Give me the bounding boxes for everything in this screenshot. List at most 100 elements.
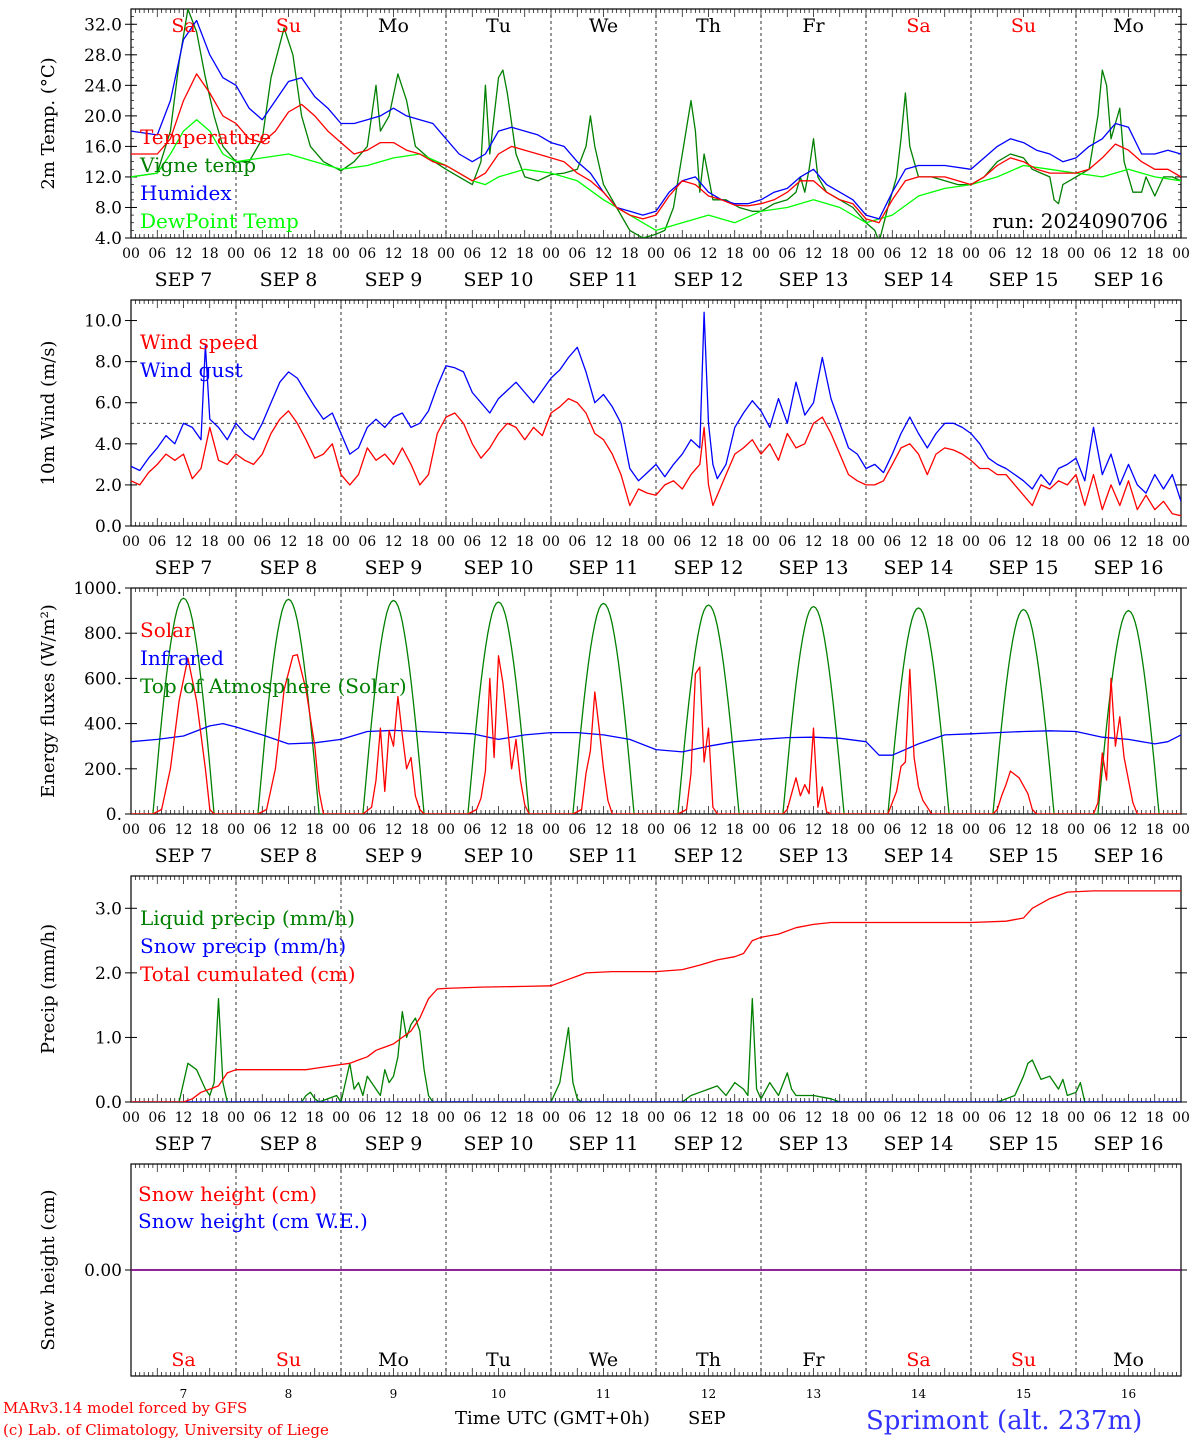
hour-tick-label: 18 <box>201 534 219 550</box>
hour-tick-label: 12 <box>175 822 193 838</box>
legend-entry: Wind gust <box>140 358 243 382</box>
day-name-label: Mo <box>1113 15 1144 37</box>
hour-tick-label: 00 <box>1172 534 1190 550</box>
hour-tick-label: 12 <box>175 534 193 550</box>
hour-tick-label: 06 <box>568 822 586 838</box>
hour-tick-label: 06 <box>148 822 166 838</box>
hour-tick-label: 12 <box>700 534 718 550</box>
hour-tick-label: 18 <box>411 534 429 550</box>
y-tick-label: 28.0 <box>84 46 122 66</box>
hour-tick-label: 00 <box>332 534 350 550</box>
hour-tick-label: 12 <box>595 534 613 550</box>
hour-tick-label: 00 <box>857 1110 875 1126</box>
hour-tick-label: 00 <box>647 1110 665 1126</box>
hour-tick-label: 18 <box>621 822 639 838</box>
date-label: SEP 15 <box>989 1133 1059 1155</box>
day-name-label: Su <box>276 15 301 37</box>
hour-tick-label: 18 <box>1041 246 1059 262</box>
hour-tick-label: 06 <box>253 534 271 550</box>
y-tick-label: 1.0 <box>95 1028 122 1048</box>
hour-tick-label: 06 <box>253 822 271 838</box>
date-label: SEP 14 <box>884 1133 954 1155</box>
hour-tick-label: 00 <box>1172 1110 1190 1126</box>
hour-tick-label: 18 <box>831 534 849 550</box>
day-number-label: 14 <box>911 1387 927 1401</box>
hour-tick-label: 18 <box>726 534 744 550</box>
hour-tick-label: 06 <box>988 246 1006 262</box>
date-label: SEP 16 <box>1094 269 1164 291</box>
date-label: SEP 14 <box>884 269 954 291</box>
hour-tick-label: 00 <box>542 1110 560 1126</box>
date-label: SEP 16 <box>1094 845 1164 867</box>
day-name-label: Fr <box>802 15 825 37</box>
hour-tick-label: 06 <box>358 822 376 838</box>
hour-tick-label: 12 <box>1015 1110 1033 1126</box>
hour-tick-label: 12 <box>595 822 613 838</box>
hour-tick-label: 18 <box>306 246 324 262</box>
series-wind-gust <box>131 311 1181 502</box>
date-label: SEP 9 <box>365 845 423 867</box>
hour-tick-label: 12 <box>280 822 298 838</box>
hour-tick-label: 12 <box>700 246 718 262</box>
day-number-label: 16 <box>1121 1387 1136 1401</box>
date-label: SEP 12 <box>674 557 744 579</box>
hour-tick-label: 00 <box>437 246 455 262</box>
hour-tick-label: 18 <box>1146 822 1164 838</box>
day-number-label: 11 <box>596 1387 611 1401</box>
hour-tick-label: 00 <box>437 1110 455 1126</box>
hour-tick-label: 18 <box>1146 246 1164 262</box>
hour-tick-label: 00 <box>752 534 770 550</box>
hour-tick-label: 12 <box>910 822 928 838</box>
hour-tick-label: 18 <box>306 1110 324 1126</box>
day-name-label: Su <box>1011 1349 1036 1371</box>
y-tick-label: 12.0 <box>84 168 122 188</box>
panel-2: 0.0 2.0 4.0 6.0 8.0 10.0 10m Wind (m/s) Wind sp… <box>38 299 1190 579</box>
hour-tick-label: 18 <box>411 822 429 838</box>
date-label: SEP 7 <box>155 269 213 291</box>
legend-entry: Vigne temp <box>139 153 256 177</box>
hour-tick-label: 18 <box>516 534 534 550</box>
hour-tick-label: 00 <box>332 1110 350 1126</box>
hour-tick-label: 06 <box>778 822 796 838</box>
hour-tick-label: 06 <box>673 822 691 838</box>
day-number-label: 10 <box>491 1387 506 1401</box>
hour-tick-label: 06 <box>1093 246 1111 262</box>
hour-tick-label: 06 <box>463 822 481 838</box>
y-tick-label: 2.0 <box>95 964 122 984</box>
hour-tick-label: 06 <box>463 534 481 550</box>
date-label: SEP 7 <box>155 557 213 579</box>
y-tick-label: 600. <box>84 669 122 689</box>
hour-tick-label: 12 <box>1120 822 1138 838</box>
hour-tick-label: 00 <box>647 246 665 262</box>
hour-tick-label: 12 <box>805 534 823 550</box>
hour-tick-label: 00 <box>542 246 560 262</box>
hour-tick-label: 00 <box>332 246 350 262</box>
date-label: SEP 10 <box>464 557 534 579</box>
hour-tick-label: 06 <box>358 534 376 550</box>
hour-tick-label: 00 <box>122 534 140 550</box>
hour-tick-label: 12 <box>385 534 403 550</box>
hour-tick-label: 06 <box>253 1110 271 1126</box>
day-name-label: Sa <box>906 15 930 37</box>
date-label: SEP 11 <box>569 845 639 867</box>
hour-tick-label: 18 <box>201 246 219 262</box>
hour-tick-label: 12 <box>175 246 193 262</box>
legend-entry: Snow precip (mm/h) <box>140 934 346 958</box>
hour-tick-label: 18 <box>516 1110 534 1126</box>
hour-tick-label: 06 <box>673 1110 691 1126</box>
day-number-label: 7 <box>180 1387 188 1401</box>
date-label: SEP 15 <box>989 269 1059 291</box>
hour-tick-label: 06 <box>148 1110 166 1126</box>
day-number-label: 15 <box>1016 1387 1031 1401</box>
hour-tick-label: 18 <box>411 246 429 262</box>
legend-entry: Solar <box>140 618 194 642</box>
day-name-label: Tu <box>486 1349 511 1371</box>
y-tick-label: 400. <box>84 715 122 735</box>
hour-tick-label: 00 <box>752 246 770 262</box>
hour-tick-label: 00 <box>647 822 665 838</box>
series-temperature <box>131 73 1181 224</box>
y-tick-label: 32.0 <box>84 15 122 35</box>
hour-tick-label: 00 <box>227 246 245 262</box>
y-tick-label: 20.0 <box>84 107 122 127</box>
